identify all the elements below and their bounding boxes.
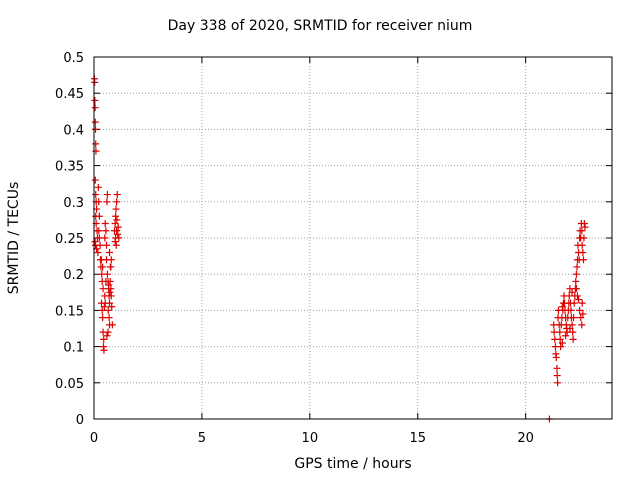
data-point bbox=[95, 227, 102, 234]
data-point bbox=[579, 249, 586, 256]
data-point bbox=[575, 296, 582, 303]
data-point bbox=[556, 329, 563, 336]
data-point bbox=[92, 140, 99, 147]
data-point bbox=[106, 314, 113, 321]
data-point bbox=[97, 242, 104, 249]
data-point bbox=[103, 332, 110, 339]
data-point bbox=[91, 97, 98, 104]
data-point bbox=[562, 332, 569, 339]
y-tick-label: 0.45 bbox=[55, 87, 84, 102]
data-point bbox=[579, 300, 586, 307]
data-point bbox=[580, 235, 587, 242]
data-point bbox=[113, 216, 120, 223]
y-tick-label: 0.25 bbox=[55, 232, 84, 247]
data-point bbox=[105, 329, 112, 336]
data-point bbox=[92, 119, 99, 126]
data-point bbox=[580, 256, 587, 263]
data-point bbox=[112, 238, 119, 245]
y-tick-label: 0.35 bbox=[55, 160, 84, 175]
data-point bbox=[113, 242, 120, 249]
data-point bbox=[553, 365, 560, 372]
data-point bbox=[95, 184, 102, 191]
data-point bbox=[103, 242, 110, 249]
x-tick-label: 0 bbox=[90, 431, 98, 446]
data-point bbox=[102, 227, 109, 234]
y-tick-label: 0.3 bbox=[63, 196, 84, 211]
y-tick-label: 0.4 bbox=[63, 123, 84, 138]
data-point bbox=[99, 314, 106, 321]
x-tick-label: 5 bbox=[198, 431, 206, 446]
data-point bbox=[571, 300, 578, 307]
data-point bbox=[101, 235, 108, 242]
data-point bbox=[100, 347, 107, 354]
data-point bbox=[113, 206, 120, 213]
data-point bbox=[113, 198, 120, 205]
data-point bbox=[554, 379, 561, 386]
data-point bbox=[92, 177, 99, 184]
y-tick-label: 0.05 bbox=[55, 377, 84, 392]
data-point bbox=[92, 191, 99, 198]
y-tick-label: 0.1 bbox=[63, 341, 84, 356]
data-point bbox=[94, 249, 101, 256]
data-point bbox=[103, 198, 110, 205]
data-point bbox=[554, 372, 561, 379]
data-point bbox=[553, 354, 560, 361]
x-tick-label: 10 bbox=[302, 431, 319, 446]
data-point bbox=[99, 263, 106, 270]
data-point bbox=[107, 263, 114, 270]
data-point bbox=[92, 148, 99, 155]
x-tick-label: 15 bbox=[409, 431, 426, 446]
data-point bbox=[92, 126, 99, 133]
y-tick-label: 0.2 bbox=[63, 268, 84, 283]
data-point bbox=[105, 307, 112, 314]
x-tick-label: 20 bbox=[517, 431, 534, 446]
y-tick-label: 0.5 bbox=[63, 51, 84, 66]
data-point bbox=[108, 256, 115, 263]
data-point bbox=[104, 191, 111, 198]
data-point bbox=[102, 220, 109, 227]
data-point bbox=[115, 235, 122, 242]
data-point bbox=[106, 249, 113, 256]
data-point bbox=[573, 271, 580, 278]
data-point bbox=[573, 285, 580, 292]
scatter-plot: 0 0.05 0.1 0.15 0.2 0.25 0.3 0.35 0.4 0.45 0.5 0 5 10… bbox=[0, 0, 640, 480]
data-point bbox=[576, 307, 583, 314]
data-point bbox=[104, 271, 111, 278]
data-point bbox=[578, 321, 585, 328]
y-tick-label: 0.15 bbox=[55, 304, 84, 319]
data-point bbox=[114, 191, 121, 198]
axis-ticks: 0 0.05 0.1 0.15 0.2 0.25 0.3 0.35 0.4 0.45 0.5 0 5 10… bbox=[55, 51, 612, 446]
data-point bbox=[100, 336, 107, 343]
data-point bbox=[572, 278, 579, 285]
data-point bbox=[579, 242, 586, 249]
data-points bbox=[91, 75, 589, 422]
data-point bbox=[570, 336, 577, 343]
y-tick-label: 0 bbox=[76, 413, 84, 428]
data-point bbox=[574, 263, 581, 270]
data-point bbox=[112, 213, 119, 220]
data-point bbox=[106, 289, 113, 296]
data-point bbox=[557, 343, 564, 350]
data-point bbox=[578, 227, 585, 234]
data-point bbox=[96, 213, 103, 220]
grid bbox=[94, 57, 612, 419]
data-point bbox=[91, 79, 98, 86]
data-point bbox=[92, 104, 99, 111]
data-point bbox=[582, 224, 589, 231]
